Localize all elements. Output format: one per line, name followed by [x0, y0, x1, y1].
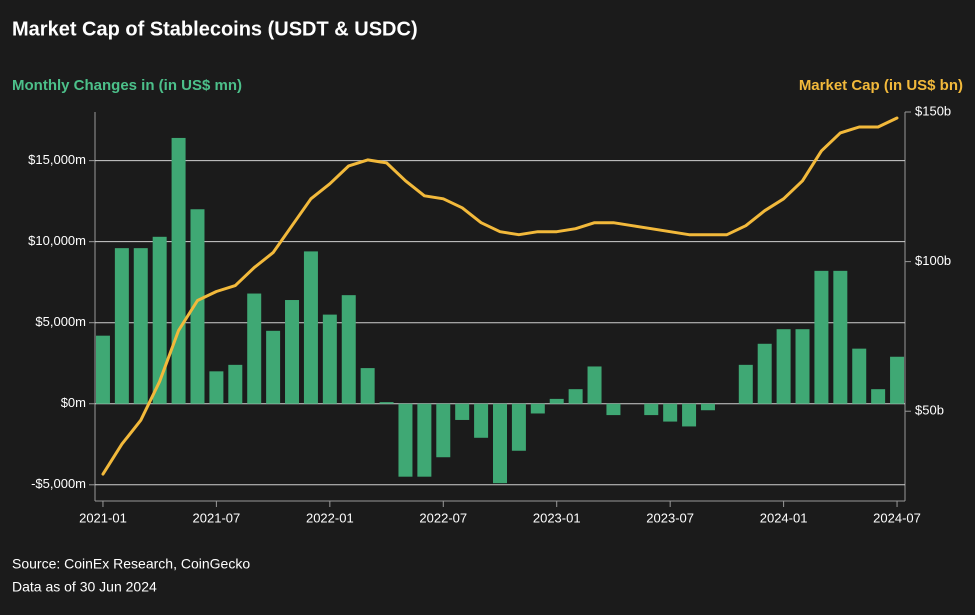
bar [474, 403, 489, 438]
bar [511, 403, 526, 451]
y-tick-label: $15,000m [28, 152, 86, 167]
note: Data as of 30 Jun 2024 [12, 579, 157, 595]
bar [417, 403, 432, 477]
x-tick-label: 2023-07 [646, 510, 694, 525]
y2-tick-label: $150b [915, 103, 951, 118]
bar [303, 251, 318, 404]
y-tick-label: $5,000m [35, 314, 86, 329]
bar [663, 403, 678, 422]
x-tick-label: 2022-07 [419, 510, 467, 525]
bar [871, 389, 886, 404]
x-tick-label: 2023-01 [533, 510, 581, 525]
bar [644, 403, 659, 416]
y2-tick-label: $50b [915, 403, 944, 418]
bar [493, 403, 507, 484]
bar [190, 209, 205, 404]
bar [266, 330, 281, 404]
bar [890, 356, 905, 404]
x-tick-label: 2021-07 [193, 510, 241, 525]
source: Source: CoinEx Research, CoinGecko [12, 556, 250, 572]
bar [738, 364, 753, 404]
y-tick-label: $10,000m [28, 233, 86, 248]
bar [833, 270, 848, 404]
bar [776, 329, 791, 404]
bar [795, 329, 810, 404]
y-tick-label: $0m [61, 395, 86, 410]
y2-tick-label: $100b [915, 253, 951, 268]
bar [568, 389, 583, 404]
bar [285, 300, 300, 404]
bar [455, 403, 470, 420]
bar [549, 398, 564, 404]
bar [133, 248, 148, 404]
bar [341, 295, 356, 404]
bar [360, 368, 375, 404]
y2-axis-label: Market Cap (in US$ bn) [799, 77, 963, 94]
bar [379, 402, 394, 404]
y-tick-label: -$5,000m [31, 476, 86, 491]
bar [114, 248, 129, 404]
x-tick-label: 2022-01 [306, 510, 354, 525]
bar [757, 343, 772, 404]
bar [587, 366, 602, 404]
bar [247, 293, 262, 404]
x-tick-label: 2024-07 [873, 510, 921, 525]
line [101, 116, 899, 476]
bar [95, 335, 110, 404]
bar [209, 371, 224, 404]
bar [322, 314, 337, 404]
bar [228, 364, 243, 404]
y-axis-label: Monthly Changes in (in US$ mn) [12, 77, 242, 94]
bar [152, 236, 167, 404]
bar [436, 403, 451, 458]
bar [171, 137, 186, 404]
bar [700, 403, 715, 411]
x-tick-label: 2024-01 [760, 510, 808, 525]
bar [606, 403, 621, 416]
chart-title: Market Cap of Stablecoins (USDT & USDC) [12, 18, 418, 40]
bar [814, 270, 829, 404]
bar [398, 403, 413, 477]
bar [852, 348, 867, 404]
bar [682, 403, 697, 427]
bar [530, 403, 545, 414]
x-tick-label: 2021-01 [79, 510, 127, 525]
